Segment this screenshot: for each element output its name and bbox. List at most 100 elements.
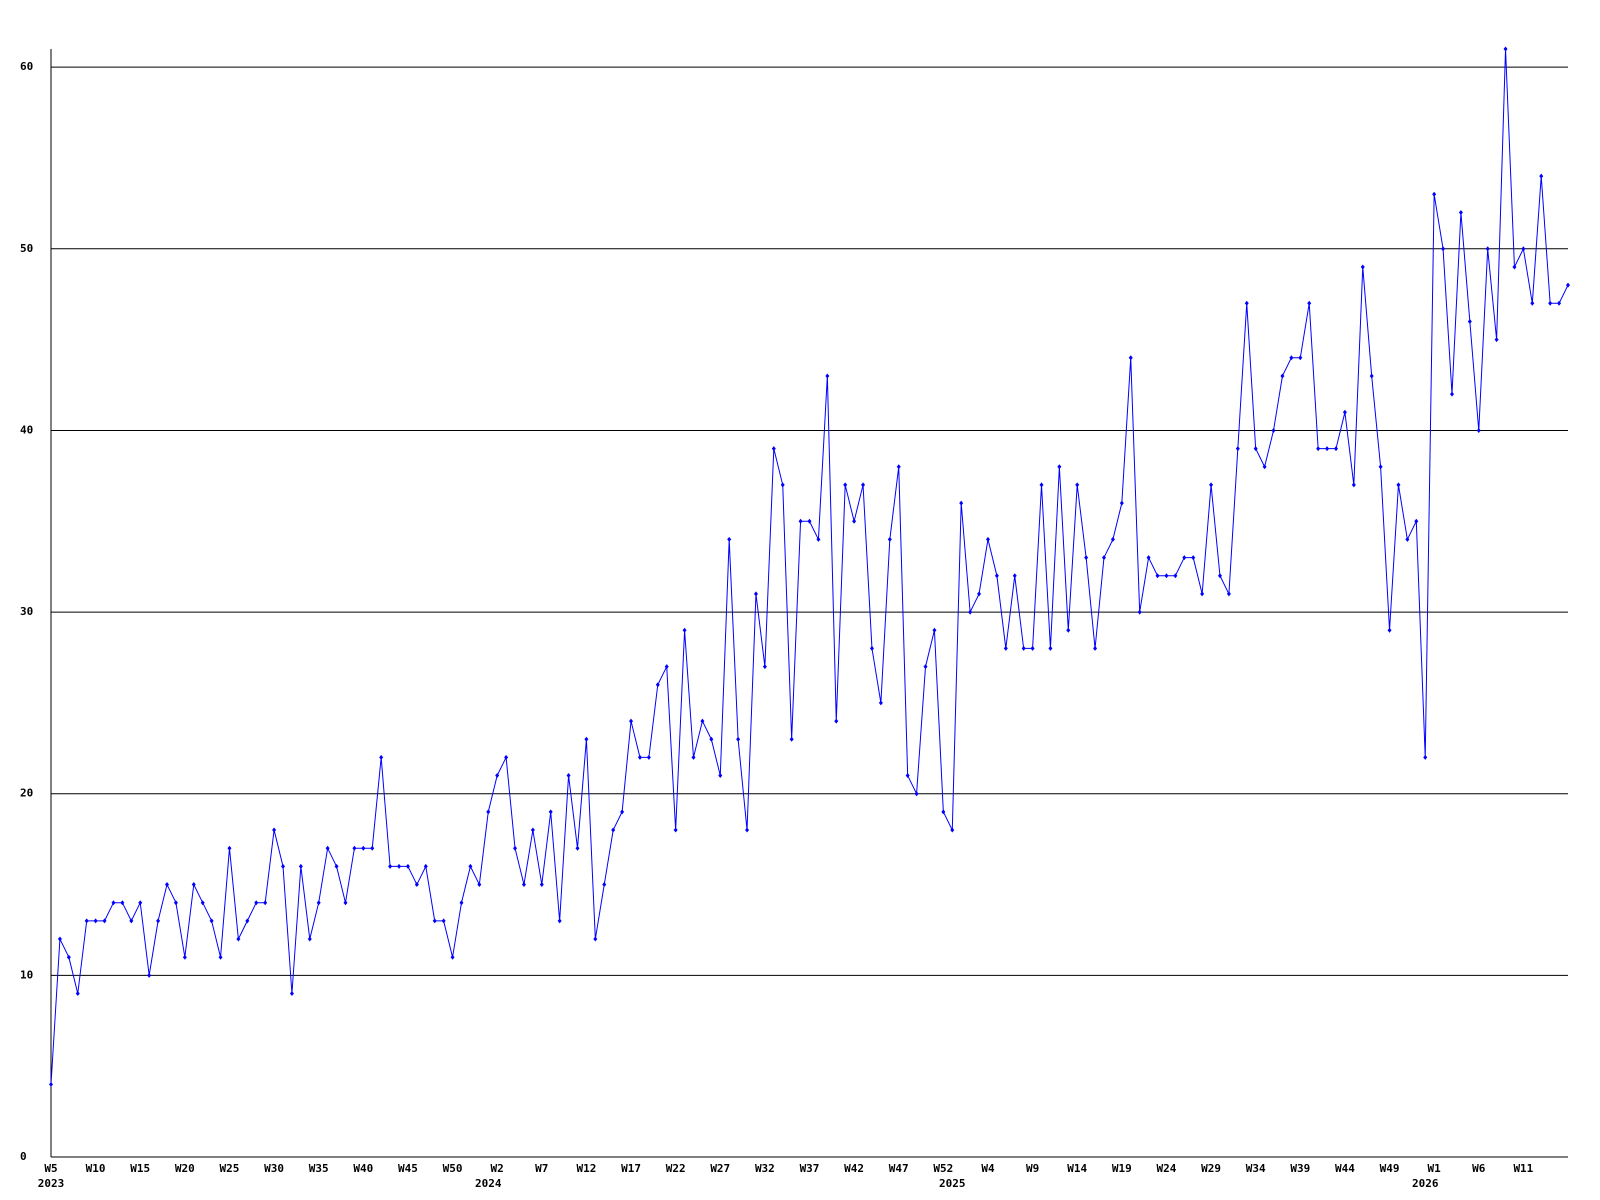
data-point (1101, 555, 1106, 561)
data-point (1414, 518, 1419, 524)
data-point (1030, 645, 1035, 651)
data-point (57, 936, 62, 942)
data-point (887, 536, 892, 542)
data-point (780, 482, 785, 488)
data-point (379, 754, 384, 760)
data-point (405, 863, 410, 869)
data-point (1057, 464, 1062, 470)
data-point (637, 754, 642, 760)
data-point (753, 591, 758, 597)
data-point (691, 754, 696, 760)
data-point (1146, 555, 1151, 561)
data-point (843, 482, 848, 488)
data-point (1441, 246, 1446, 252)
x-tick-label: W45 (398, 1162, 418, 1175)
data-point (816, 536, 821, 542)
data-point (611, 827, 616, 833)
data-point (807, 518, 812, 524)
data-point (762, 664, 767, 670)
data-point (388, 863, 393, 869)
data-point (1164, 573, 1169, 579)
data-point (343, 900, 348, 906)
data-point (1084, 555, 1089, 561)
x-tick-label: W37 (800, 1162, 820, 1175)
x-tick-label: W19 (1112, 1162, 1132, 1175)
data-point (102, 918, 107, 924)
data-point (914, 791, 919, 797)
x-tick-label: W7 (535, 1162, 548, 1175)
data-point (1307, 300, 1312, 306)
data-point (566, 773, 571, 779)
data-point (1494, 337, 1499, 343)
data-point (1396, 482, 1401, 488)
data-point (1387, 627, 1392, 633)
data-point (539, 882, 544, 888)
data-point (298, 863, 303, 869)
data-point (682, 627, 687, 633)
x-tick-label: W2 (491, 1162, 504, 1175)
x-tick-label: W49 (1380, 1162, 1400, 1175)
year-label: 2025 (939, 1177, 966, 1190)
data-point (1262, 464, 1267, 470)
data-point (700, 718, 705, 724)
x-tick-label: W29 (1201, 1162, 1221, 1175)
data-point (1503, 46, 1508, 52)
data-point (727, 536, 732, 542)
data-point (147, 972, 152, 978)
data-point (1289, 355, 1294, 361)
data-point (593, 936, 598, 942)
data-point (441, 918, 446, 924)
data-point (852, 518, 857, 524)
data-point (200, 900, 205, 906)
data-point (985, 536, 990, 542)
x-tick-label: W34 (1246, 1162, 1266, 1175)
data-point (1173, 573, 1178, 579)
data-point (1280, 373, 1285, 379)
data-point (281, 863, 286, 869)
data-point (620, 809, 625, 815)
data-point (156, 918, 161, 924)
data-point (129, 918, 134, 924)
series-line (50, 48, 1569, 1085)
data-point (718, 773, 723, 779)
data-point (263, 900, 268, 906)
data-point (450, 954, 455, 960)
data-point (834, 718, 839, 724)
data-point (1075, 482, 1080, 488)
data-point (1342, 409, 1347, 415)
data-point (994, 573, 999, 579)
data-point (1217, 573, 1222, 579)
data-point (254, 900, 259, 906)
x-tick-label: W14 (1067, 1162, 1087, 1175)
data-point (1244, 300, 1249, 306)
data-point (245, 918, 250, 924)
data-point (289, 991, 294, 997)
data-point (1209, 482, 1214, 488)
data-point (1298, 355, 1303, 361)
data-point (968, 609, 973, 615)
x-tick-label: W5 (44, 1162, 57, 1175)
x-tick-label: W47 (889, 1162, 909, 1175)
data-point (477, 882, 482, 888)
data-point (1405, 536, 1410, 542)
x-tick-label: W52 (933, 1162, 953, 1175)
data-point (664, 664, 669, 670)
y-tick-label: 20 (20, 787, 33, 800)
data-point (1235, 446, 1240, 452)
data-point (530, 827, 535, 833)
data-point (745, 827, 750, 833)
data-point (191, 882, 196, 888)
data-point (1253, 446, 1258, 452)
data-point (361, 845, 366, 851)
data-point (575, 845, 580, 851)
data-point (557, 918, 562, 924)
data-point (468, 863, 473, 869)
data-point (709, 736, 714, 742)
data-point (432, 918, 437, 924)
data-point (1423, 754, 1428, 760)
data-point (646, 754, 651, 760)
data-point (771, 446, 776, 452)
data-point (1021, 645, 1026, 651)
y-tick-label: 60 (20, 60, 33, 73)
